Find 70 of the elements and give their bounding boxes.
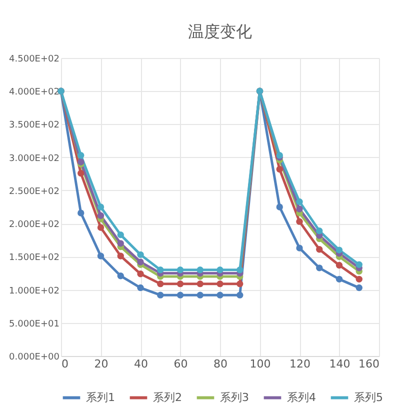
chart-title: 温度变化 <box>188 22 252 41</box>
point <box>78 170 84 177</box>
point <box>137 258 144 266</box>
point <box>176 266 184 274</box>
point <box>296 198 303 206</box>
y-tick-label: 5.000E+01 <box>9 319 60 330</box>
point <box>336 246 343 254</box>
point <box>137 251 144 258</box>
y-tick-label: 4.500E+02 <box>9 54 60 64</box>
point <box>236 280 244 288</box>
point <box>336 262 343 269</box>
point <box>196 292 204 298</box>
point <box>117 252 124 260</box>
legend-label: 系列4 <box>287 390 316 404</box>
point <box>356 284 362 292</box>
point <box>137 284 144 292</box>
x-tick-label: 100 <box>250 358 271 370</box>
point <box>336 276 343 283</box>
x-tick-label: 140 <box>329 358 350 370</box>
x-tick-label: 20 <box>94 358 108 370</box>
legend-label: 系列1 <box>86 390 115 404</box>
legend-label: 系列2 <box>153 390 182 404</box>
point <box>236 266 244 274</box>
point <box>117 272 124 280</box>
point <box>157 280 164 288</box>
point <box>117 231 124 238</box>
point <box>196 280 204 288</box>
x-tick-label: 120 <box>290 358 310 370</box>
y-tick-label: 0.000E+00 <box>9 352 60 362</box>
point <box>176 292 184 298</box>
x-tick-label: 60 <box>174 358 188 370</box>
legend-label: 系列5 <box>354 390 383 404</box>
y-tick-label: 1.000E+02 <box>9 286 60 296</box>
point <box>216 292 224 298</box>
x-tick-label: 40 <box>134 358 148 370</box>
y-tick-label: 2.000E+02 <box>9 220 60 230</box>
y-tick-label: 2.500E+02 <box>9 186 60 197</box>
point <box>276 204 283 210</box>
point <box>176 280 184 288</box>
y-tick-label: 3.500E+02 <box>9 120 60 131</box>
point <box>78 152 84 159</box>
point <box>137 270 144 278</box>
point <box>316 264 323 272</box>
point <box>117 240 124 247</box>
point <box>97 212 104 219</box>
point <box>356 276 362 283</box>
point <box>276 166 283 173</box>
point <box>356 261 362 268</box>
point <box>78 210 84 216</box>
point <box>316 227 323 234</box>
point <box>157 292 164 298</box>
y-tick-label: 1.500E+02 <box>9 253 60 264</box>
point <box>97 224 104 231</box>
x-tick-label: 0 <box>62 358 68 370</box>
point <box>157 266 164 274</box>
point <box>236 292 244 298</box>
legend-label: 系列3 <box>220 390 249 404</box>
point <box>316 246 323 253</box>
x-tick-label: 160 <box>358 358 380 370</box>
point <box>196 266 204 274</box>
point <box>216 280 224 288</box>
point <box>97 204 104 210</box>
y-tick-label: 3.000E+02 <box>9 154 60 164</box>
point <box>296 218 303 225</box>
point <box>296 206 303 212</box>
point <box>216 266 224 274</box>
y-tick-label: 4.000E+02 <box>9 88 60 98</box>
point <box>97 252 104 260</box>
point <box>296 244 303 252</box>
x-tick-label: 80 <box>214 358 228 370</box>
